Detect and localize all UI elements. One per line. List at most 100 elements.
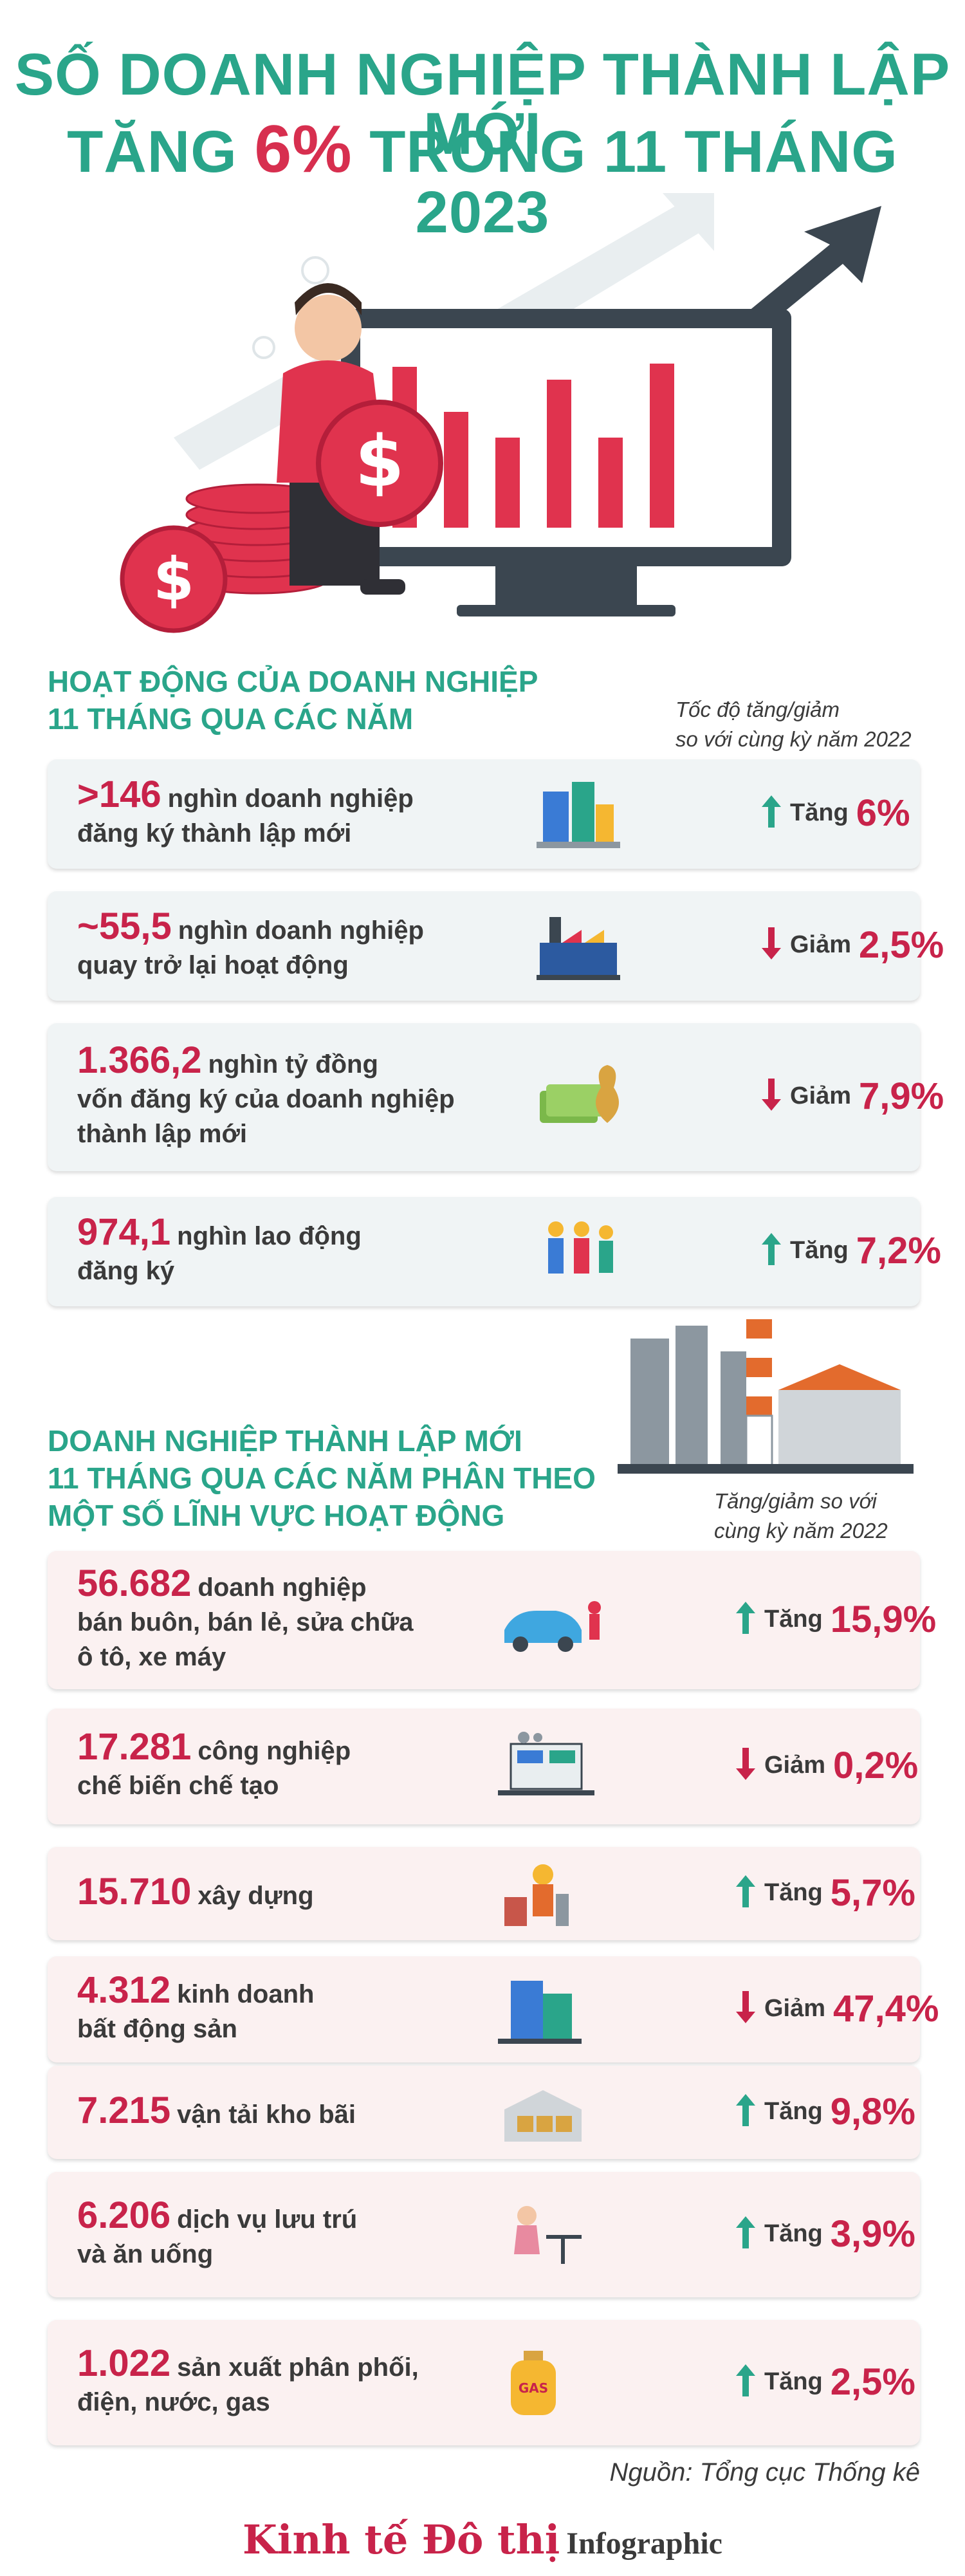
section1-title: HOẠT ĐỘNG CỦA DOANH NGHIỆP 11 THÁNG QUA … (48, 663, 538, 737)
card-value: 15.710 (77, 1870, 192, 1913)
change-indicator: Tăng 5,7% (736, 1871, 915, 1914)
change-label: Tăng (790, 1237, 849, 1264)
change-label: Giảm (790, 1082, 852, 1109)
title-line-2-post: TRONG 11 THÁNG 2023 (352, 119, 898, 245)
card-line-1: 56.682 doanh nghiệp (77, 1564, 413, 1605)
section1-card: 974,1 nghìn lao động đăng ký Tăng 7,2% (48, 1197, 941, 1306)
dining-icon (498, 2200, 601, 2274)
card-text: ~55,5 nghìn doanh nghiệp quay trở lại hoạt… (77, 908, 424, 983)
card-value: >146 (77, 774, 161, 815)
source-note: Nguồn: Tổng cục Thống kê (609, 2458, 920, 2487)
card-label-1: dịch vụ lưu trú (177, 2205, 358, 2234)
real-estate-building-icon (498, 1974, 601, 2048)
card-label-1: kinh doanh (177, 1979, 315, 2008)
card-text: 15.710 xây dựng (77, 1873, 314, 1913)
section2-card: 7.215 vận tải kho bãi Tăng 9,8% (48, 2066, 920, 2159)
money-bag-icon (537, 1062, 639, 1136)
change-indicator: Tăng 7,2% (762, 1229, 941, 1272)
card-label-1: công nghiệp (198, 1737, 351, 1765)
card-text: 56.682 doanh nghiệp bán buôn, bán lẻ, sửa … (77, 1564, 413, 1674)
brand-suffix: Infographic (566, 2526, 722, 2561)
card-label-1: nghìn doanh nghiệp (167, 784, 414, 813)
change-value: 5,7% (830, 1871, 915, 1914)
arrow-down-icon (736, 1748, 764, 1783)
card-value: 4.312 (77, 1969, 171, 2011)
card-text: 1.022 sản xuất phân phối, điện, nước, gas (77, 2344, 419, 2420)
card-label-3: thành lập mới (77, 1120, 248, 1148)
person-icon (277, 283, 405, 595)
section2-note: Tăng/giảm so với cùng kỳ năm 2022 (714, 1487, 888, 1546)
card-label-2: đăng ký (77, 1257, 175, 1285)
svg-text:$: $ (355, 420, 405, 503)
section2-note-line1: Tăng/giảm so với (714, 1489, 877, 1513)
change-label: Tăng (790, 799, 849, 826)
change-indicator: Tăng 6% (762, 792, 910, 835)
section1-note-line1: Tốc độ tăng/giảm (676, 698, 840, 721)
arrow-down-icon (762, 1079, 790, 1114)
card-label-1: doanh nghiệp (198, 1573, 367, 1602)
change-label: Tăng (764, 1878, 823, 1906)
section1-card: ~55,5 nghìn doanh nghiệp quay trở lại hoạt… (48, 891, 944, 1001)
workers-icon (537, 1216, 639, 1290)
card-value: 17.281 (77, 1726, 192, 1768)
change-label: Giảm (790, 931, 852, 958)
title-line-1: SỐ DOANH NGHIỆP THÀNH LẬP MỚI (14, 42, 951, 167)
section2-card: 15.710 xây dựng Tăng 5,7% (48, 1847, 920, 1940)
card-label-2: điện, nước, gas (77, 2387, 270, 2416)
card-value: 1.366,2 (77, 1039, 202, 1081)
change-label: Tăng (764, 1605, 823, 1633)
factory-illustration (618, 1319, 914, 1474)
section1-card: >146 nghìn doanh nghiệp đăng ký thành lập … (48, 759, 920, 869)
change-indicator: Tăng 9,8% (736, 2090, 915, 2133)
svg-text:GAS: GAS (519, 2380, 548, 2396)
card-line-1: 15.710 xây dựng (77, 1873, 314, 1913)
card-value: 56.682 (77, 1562, 192, 1604)
arrow-up-icon (736, 1875, 764, 1911)
change-label: Giảm (764, 1752, 826, 1779)
brand-name: Kinh tế Đô thị (243, 2516, 560, 2563)
warehouse-icon (498, 2077, 601, 2151)
brand-logo: Kinh tế Đô thị Infographic (0, 2516, 965, 2563)
manufacturing-icon (498, 1731, 601, 1805)
card-label-1: nghìn lao động (177, 1222, 362, 1250)
change-value: 7,9% (859, 1075, 944, 1117)
card-text: 6.206 dịch vụ lưu trú và ăn uống (77, 2196, 358, 2272)
section2-title-line1: DOANH NGHIỆP THÀNH LẬP MỚI (48, 1424, 522, 1458)
change-label: Tăng (764, 2368, 823, 2395)
section1-note: Tốc độ tăng/giảm so với cùng kỳ năm 2022 (676, 695, 912, 754)
card-label-2: và ăn uống (77, 2239, 214, 2268)
card-value: 974,1 (77, 1211, 171, 1253)
office-buildings-icon (537, 779, 639, 853)
card-line-1: 1.022 sản xuất phân phối, (77, 2344, 419, 2385)
card-value: 7.215 (77, 2089, 171, 2131)
change-label: Giảm (764, 1994, 826, 2022)
change-label: Tăng (764, 2097, 823, 2125)
change-indicator: Giảm 0,2% (736, 1744, 918, 1787)
car-repair-icon (498, 1585, 601, 1659)
card-line-1: 4.312 kinh doanh (77, 1971, 315, 2012)
change-value: 6% (856, 792, 910, 834)
hero-illustration: $ $ (120, 193, 881, 633)
card-label-1: xây dựng (198, 1881, 314, 1910)
card-label-2: đăng ký thành lập mới (77, 819, 352, 848)
card-value: ~55,5 (77, 905, 172, 947)
change-value: 15,9% (830, 1598, 937, 1640)
card-text: 4.312 kinh doanh bất động sản (77, 1971, 315, 2046)
arrow-down-icon (762, 927, 790, 963)
card-line-1: 6.206 dịch vụ lưu trú (77, 2196, 358, 2237)
dollar-coin-icon: $ (316, 400, 443, 527)
change-indicator: Giảm 47,4% (736, 1987, 939, 2030)
card-label-3: ô tô, xe máy (77, 1642, 226, 1671)
card-text: 1.366,2 nghìn tỷ đồng vốn đăng ký của doan… (77, 1042, 455, 1151)
section1-card: 1.366,2 nghìn tỷ đồng vốn đăng ký của doan… (48, 1023, 944, 1171)
arrow-up-icon (736, 2216, 764, 2252)
card-value: 1.022 (77, 2342, 171, 2384)
card-text: 17.281 công nghiệp chế biến chế tạo (77, 1728, 351, 1803)
card-label-1: sản xuất phân phối, (177, 2353, 419, 2382)
change-label: Tăng (764, 2219, 823, 2247)
title-percent: 6% (254, 112, 353, 187)
card-label-2: quay trở lại hoạt động (77, 951, 349, 979)
section1-title-line1: HOẠT ĐỘNG CỦA DOANH NGHIỆP (48, 665, 538, 698)
change-indicator: Tăng 3,9% (736, 2212, 915, 2256)
arrow-up-icon (736, 2364, 764, 2400)
